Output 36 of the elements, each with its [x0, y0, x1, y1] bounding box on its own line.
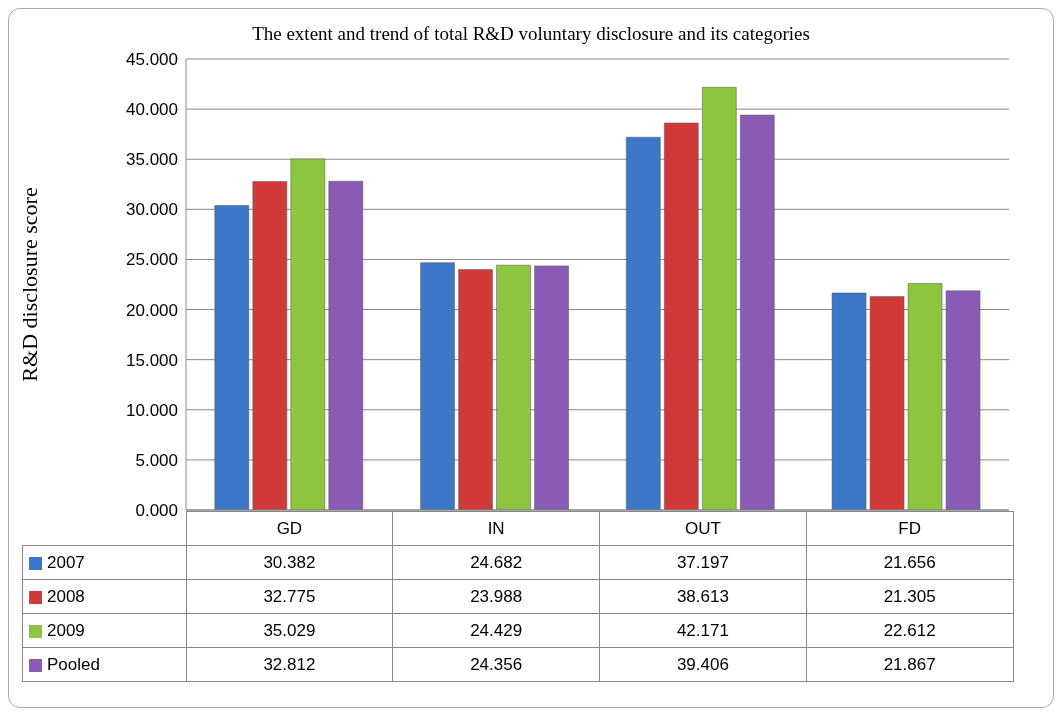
- data-label: 35.029: [186, 613, 393, 648]
- y-tick-label: 5.000: [135, 450, 178, 470]
- data-label: 24.682: [392, 545, 600, 580]
- data-label: 38.613: [599, 579, 807, 614]
- y-tick-label: 35.000: [126, 150, 178, 170]
- data-label: 21.867: [806, 647, 1013, 682]
- data-label: 23.988: [392, 579, 600, 614]
- data-label: 37.197: [599, 545, 807, 580]
- y-tick-label: 40.000: [126, 100, 178, 120]
- data-label: 42.171: [599, 613, 807, 648]
- x-tick-label: IN: [392, 511, 600, 546]
- data-label: 32.775: [186, 579, 393, 614]
- x-tick-label: GD: [186, 511, 393, 546]
- y-axis-title: R&D disclosure score: [16, 187, 42, 382]
- legend-label: 2007: [22, 545, 186, 580]
- y-tick-label: 15.000: [126, 350, 178, 370]
- legend-label: 2008: [22, 579, 186, 614]
- data-label: 32.812: [186, 647, 393, 682]
- data-label: 24.356: [392, 647, 600, 682]
- data-label: 22.612: [806, 613, 1013, 648]
- y-tick-label: 20.000: [126, 300, 178, 320]
- y-tick-label: 10.000: [126, 400, 178, 420]
- x-tick-label: FD: [806, 511, 1013, 546]
- data-label: 30.382: [186, 545, 393, 580]
- legend-label: Pooled: [22, 647, 186, 682]
- legend-label: 2009: [22, 613, 186, 648]
- chart-title: The extent and trend of total R&D voluntary disclosure and its categories: [251, 23, 811, 46]
- data-label: 24.429: [392, 613, 600, 648]
- y-tick-label: 0.000: [135, 501, 178, 521]
- data-label: 21.656: [806, 545, 1013, 580]
- data-label: 39.406: [599, 647, 807, 682]
- y-tick-label: 45.000: [126, 50, 178, 70]
- y-tick-label: 30.000: [126, 200, 178, 220]
- x-tick-label: OUT: [599, 511, 807, 546]
- data-label: 21.305: [806, 579, 1013, 614]
- y-tick-label: 25.000: [126, 250, 178, 270]
